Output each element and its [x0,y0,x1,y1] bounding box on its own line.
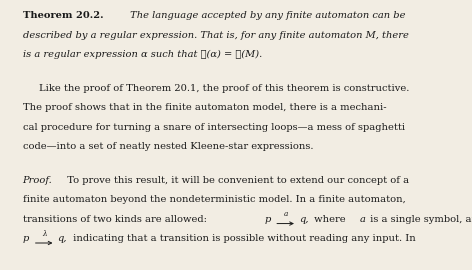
Text: p: p [264,215,270,224]
Text: cal procedure for turning a snare of intersecting loops—a mess of spaghetti: cal procedure for turning a snare of int… [23,123,405,132]
Text: Like the proof of Theorem 20.1, the proof of this theorem is constructive.: Like the proof of Theorem 20.1, the proo… [39,84,410,93]
Text: a: a [360,215,366,224]
Text: indicating that a transition is possible without reading any input. In: indicating that a transition is possible… [69,234,415,243]
Text: a: a [283,210,288,218]
Text: The language accepted by any finite automaton can be: The language accepted by any finite auto… [126,11,405,20]
Text: The proof shows that in the finite automaton model, there is a mechani-: The proof shows that in the finite autom… [23,103,386,112]
Text: where: where [311,215,349,224]
Text: is a regular expression α such that ℒ(α) = ℒ(M).: is a regular expression α such that ℒ(α)… [23,50,262,59]
Text: transitions of two kinds are allowed:: transitions of two kinds are allowed: [23,215,210,224]
Text: finite automaton beyond the nondeterministic model. In a finite automaton,: finite automaton beyond the nondetermini… [23,195,405,204]
Text: Theorem 20.2.: Theorem 20.2. [23,11,103,20]
Text: code—into a set of neatly nested Kleene-star expressions.: code—into a set of neatly nested Kleene-… [23,142,313,151]
Text: To prove this result, it will be convenient to extend our concept of a: To prove this result, it will be conveni… [61,176,409,185]
Text: p: p [23,234,29,243]
Text: Proof.: Proof. [23,176,52,185]
Text: q,: q, [57,234,67,243]
Text: q,: q, [299,215,308,224]
Text: λ: λ [42,230,46,238]
Text: is a single symbol, and: is a single symbol, and [367,215,472,224]
Text: described by a regular expression. That is, for any finite automaton M, there: described by a regular expression. That … [23,31,409,40]
